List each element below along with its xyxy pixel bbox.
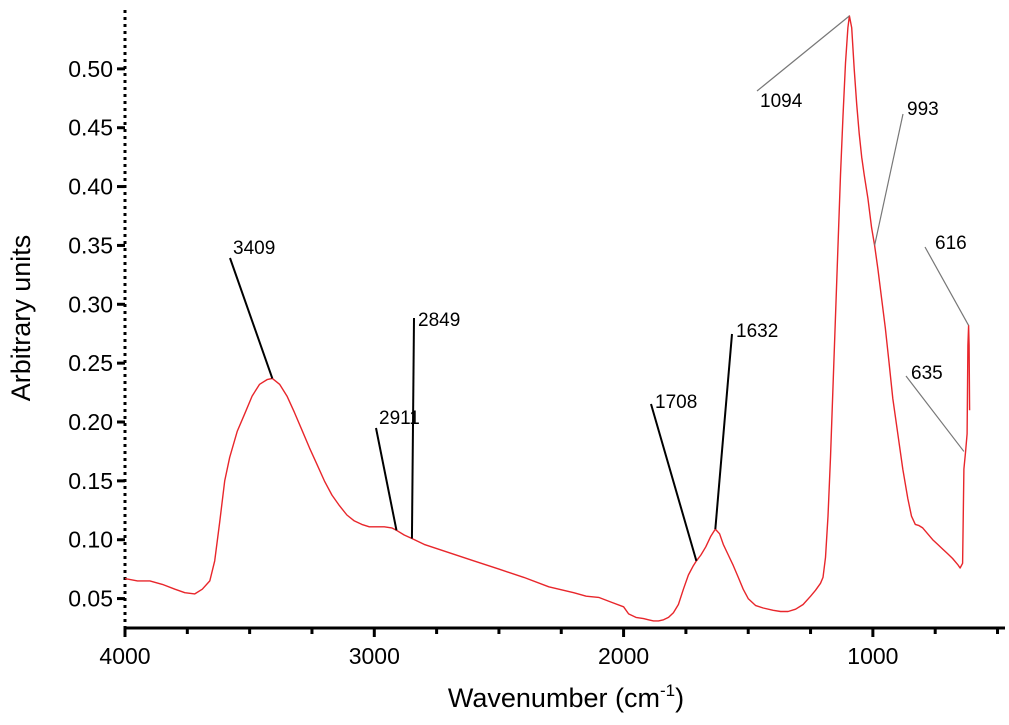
peak-label: 2911	[379, 408, 420, 429]
y-tick-label: 0.25	[68, 350, 113, 376]
peak-annotation: 2911	[375, 408, 420, 531]
y-axis-title: Arbitrary units	[6, 235, 36, 402]
tick-labels: 4000 3000 2000 1000 0.05 0.10 0.15 0.20 0.25 0.30…	[68, 56, 898, 669]
peak-leader-line	[756, 15, 850, 92]
x-tick-label: 2000	[598, 643, 649, 669]
peak-leader-line	[650, 403, 698, 562]
axes	[123, 10, 1005, 630]
tick-marks	[117, 67, 1000, 637]
y-tick-label: 0.05	[68, 586, 113, 612]
peak-annotation: 616	[924, 233, 970, 326]
peak-label: 3409	[233, 238, 275, 259]
peak-leader-line	[874, 113, 904, 246]
x-axis-title-close: )	[675, 683, 684, 713]
peak-label: 1632	[736, 321, 778, 342]
peak-annotation: 1632	[714, 321, 778, 530]
peak-annotation: 1708	[650, 392, 698, 562]
peak-annotations: 3409 2911 2849 1708 1632 1094 993 616 635	[229, 15, 970, 562]
peak-annotation: 2849	[410, 310, 460, 539]
peak-annotation: 3409	[229, 238, 275, 379]
x-axis-title-main: Wavenumber (cm	[448, 683, 660, 713]
peak-annotation: 993	[874, 99, 939, 246]
x-tick-label: 4000	[99, 643, 150, 669]
x-axis-title: Wavenumber (cm-1)	[448, 681, 684, 713]
y-tick-label: 0.45	[68, 115, 113, 141]
peak-annotation: 1094	[756, 15, 850, 112]
peak-label: 616	[935, 233, 967, 254]
x-tick-label: 3000	[349, 643, 400, 669]
peak-leader-line	[410, 317, 415, 539]
peak-annotation: 635	[905, 363, 965, 452]
y-tick-label: 0.10	[68, 527, 113, 553]
y-tick-label: 0.15	[68, 468, 113, 494]
y-tick-label: 0.30	[68, 291, 113, 317]
peak-label: 2849	[418, 310, 460, 331]
peak-leader-line	[229, 257, 274, 379]
peak-leader-line	[375, 427, 398, 531]
y-tick-label: 0.40	[68, 174, 113, 200]
x-tick-label: 1000	[847, 643, 898, 669]
y-tick-label: 0.35	[68, 232, 113, 258]
peak-leader-line	[924, 246, 970, 326]
y-tick-label: 0.50	[68, 56, 113, 82]
peak-leader-line	[714, 333, 733, 530]
y-tick-label: 0.20	[68, 409, 113, 435]
x-axis-title-superscript: -1	[660, 681, 675, 700]
peak-leader-line	[905, 375, 965, 452]
peak-label: 635	[911, 363, 943, 384]
peak-label: 993	[907, 99, 939, 120]
peak-label: 1708	[655, 392, 697, 413]
peak-label: 1094	[760, 91, 803, 112]
